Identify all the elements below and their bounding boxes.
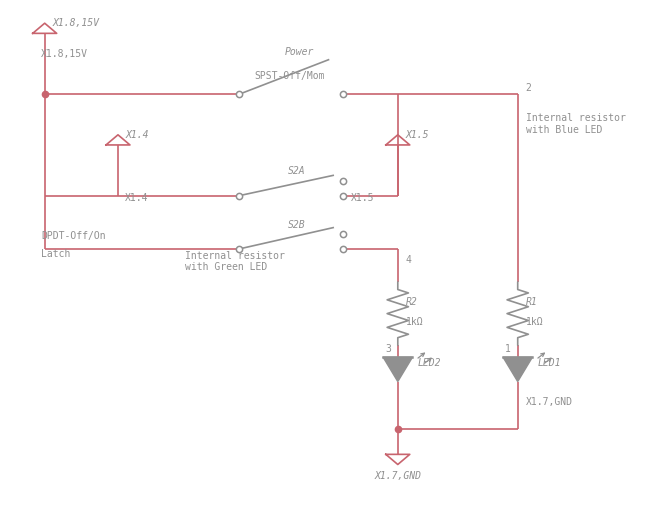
- Text: X1.7,GND: X1.7,GND: [374, 470, 421, 479]
- Text: Internal resistor
with Green LED: Internal resistor with Green LED: [185, 250, 284, 272]
- Text: S2A: S2A: [288, 166, 306, 176]
- Text: R2: R2: [406, 296, 417, 306]
- Text: Power: Power: [284, 47, 314, 57]
- Text: LED2: LED2: [417, 357, 442, 367]
- Text: X1.4: X1.4: [126, 130, 149, 139]
- Text: 2: 2: [526, 82, 532, 93]
- Polygon shape: [503, 357, 533, 382]
- Text: X1.8,15V: X1.8,15V: [41, 48, 88, 59]
- Text: X1.7,GND: X1.7,GND: [526, 396, 573, 406]
- Text: SPST-Off/Mom: SPST-Off/Mom: [254, 71, 325, 81]
- Text: 1: 1: [505, 343, 511, 353]
- Text: 4: 4: [406, 254, 411, 265]
- Polygon shape: [383, 357, 413, 382]
- Text: Latch: Latch: [41, 248, 71, 259]
- Text: S2B: S2B: [288, 219, 306, 229]
- Text: X1.5: X1.5: [406, 130, 429, 139]
- Text: 1kΩ: 1kΩ: [526, 317, 543, 327]
- Text: Internal resistor
with Blue LED: Internal resistor with Blue LED: [526, 113, 626, 134]
- Text: 1kΩ: 1kΩ: [406, 317, 423, 327]
- Text: R1: R1: [526, 296, 537, 306]
- Text: X1.4: X1.4: [124, 192, 148, 202]
- Text: X1.8,15V: X1.8,15V: [53, 18, 100, 28]
- Text: DPDT-Off/On: DPDT-Off/On: [41, 231, 106, 240]
- Text: LED1: LED1: [538, 357, 561, 367]
- Text: X1.5: X1.5: [351, 192, 375, 202]
- Text: 3: 3: [385, 343, 391, 353]
